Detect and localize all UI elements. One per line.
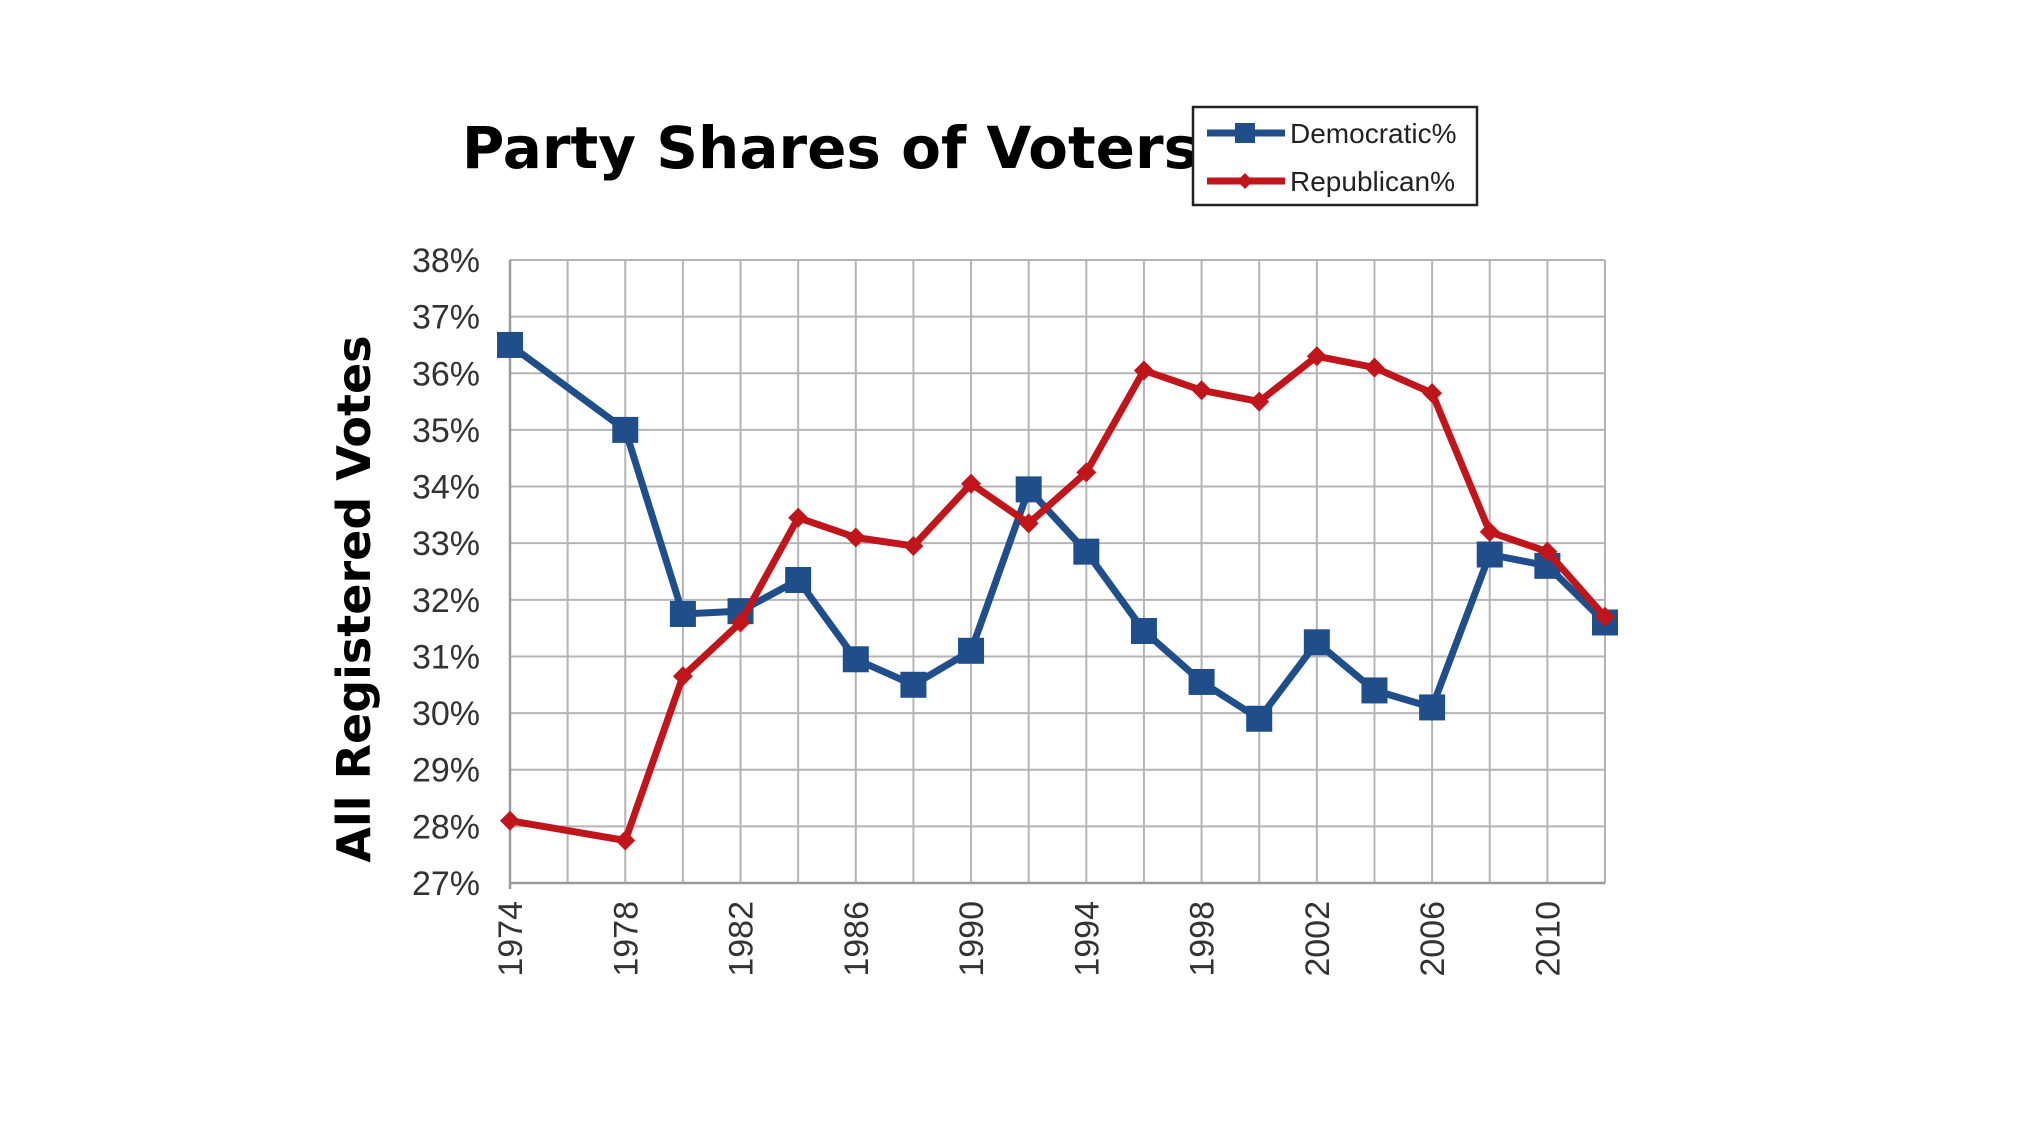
data-point-democratic bbox=[958, 637, 985, 664]
data-point-democratic bbox=[900, 671, 927, 698]
y-tick-label: 36% bbox=[412, 355, 480, 393]
legend-marker-square bbox=[1235, 123, 1255, 143]
legend-label: Republican% bbox=[1290, 166, 1455, 197]
x-tick-label: 1990 bbox=[953, 901, 991, 977]
x-tick-label: 2002 bbox=[1299, 901, 1337, 977]
series-layer bbox=[497, 331, 1618, 851]
data-point-democratic bbox=[1188, 668, 1215, 695]
data-point-republican bbox=[1595, 606, 1615, 627]
x-tick-label: 1974 bbox=[492, 901, 530, 977]
data-point-democratic bbox=[1073, 538, 1100, 565]
data-point-republican bbox=[788, 507, 809, 528]
legend-items: Democratic% Republican% bbox=[1207, 118, 1456, 197]
x-tick-label: 2010 bbox=[1529, 901, 1567, 977]
x-tick-label: 1982 bbox=[723, 901, 761, 977]
data-point-republican bbox=[1306, 346, 1327, 367]
data-point-democratic bbox=[497, 331, 523, 358]
data-point-democratic bbox=[1246, 705, 1273, 732]
y-axis-label: All Registered Votes bbox=[327, 335, 381, 862]
data-point-republican bbox=[615, 830, 636, 851]
data-point-republican bbox=[1537, 541, 1558, 562]
grid bbox=[509, 259, 1606, 884]
x-tick-label: 1978 bbox=[607, 901, 645, 977]
data-point-democratic bbox=[612, 416, 639, 443]
data-point-democratic bbox=[669, 600, 696, 627]
x-tick-label: 1998 bbox=[1184, 901, 1222, 977]
data-point-republican bbox=[903, 536, 924, 557]
data-point-republican bbox=[500, 810, 520, 831]
data-point-republican bbox=[1133, 360, 1154, 381]
x-tick-labels: 1974 1978 1982 1986 1990 1994 1998 2002 2006 2010 bbox=[492, 901, 1567, 977]
y-tick-labels: 38% 37% 36% 35% 34% 33% 32% 31% 30% 29% 28% 27% bbox=[412, 242, 480, 903]
data-point-republican bbox=[1364, 357, 1385, 378]
data-point-republican bbox=[1076, 462, 1097, 483]
data-point-democratic bbox=[1015, 476, 1042, 503]
legend: Democratic% Republican% bbox=[1191, 105, 1479, 207]
data-point-republican bbox=[1479, 521, 1500, 542]
legend-marker-diamond bbox=[1237, 173, 1253, 189]
data-point-republican bbox=[1191, 380, 1212, 401]
chart-title: Party Shares of Voters bbox=[462, 114, 1198, 182]
y-tick-label: 35% bbox=[412, 412, 480, 450]
y-tick-label: 30% bbox=[412, 695, 480, 733]
x-tick-label: 2006 bbox=[1414, 901, 1452, 977]
y-tick-label: 38% bbox=[412, 242, 480, 280]
series-line-democratic bbox=[506, 341, 1609, 723]
data-point-republican bbox=[730, 612, 751, 633]
data-point-democratic bbox=[1130, 617, 1157, 644]
y-tick-label: 37% bbox=[412, 299, 480, 337]
y-tick-label: 27% bbox=[412, 865, 480, 903]
data-point-republican bbox=[672, 666, 693, 687]
y-tick-label: 29% bbox=[412, 752, 480, 790]
data-point-republican bbox=[1249, 391, 1270, 412]
axes bbox=[508, 260, 1605, 889]
data-point-democratic bbox=[1361, 677, 1388, 704]
y-tick-label: 34% bbox=[412, 469, 480, 507]
data-point-democratic bbox=[785, 566, 812, 593]
y-tick-label: 31% bbox=[412, 638, 480, 676]
data-point-democratic bbox=[1419, 694, 1446, 721]
x-tick-label: 1994 bbox=[1068, 901, 1106, 977]
y-tick-label: 32% bbox=[412, 582, 480, 620]
data-point-democratic bbox=[1476, 541, 1503, 568]
data-point-democratic bbox=[842, 646, 869, 673]
x-tick-label: 1986 bbox=[838, 901, 876, 977]
legend-label: Democratic% bbox=[1290, 118, 1456, 149]
data-point-republican bbox=[845, 527, 866, 548]
data-point-republican bbox=[961, 473, 982, 494]
data-point-democratic bbox=[1303, 629, 1330, 656]
data-point-republican bbox=[1422, 383, 1443, 404]
y-tick-label: 33% bbox=[412, 525, 480, 563]
data-point-republican bbox=[1018, 513, 1039, 534]
y-tick-label: 28% bbox=[412, 808, 480, 846]
